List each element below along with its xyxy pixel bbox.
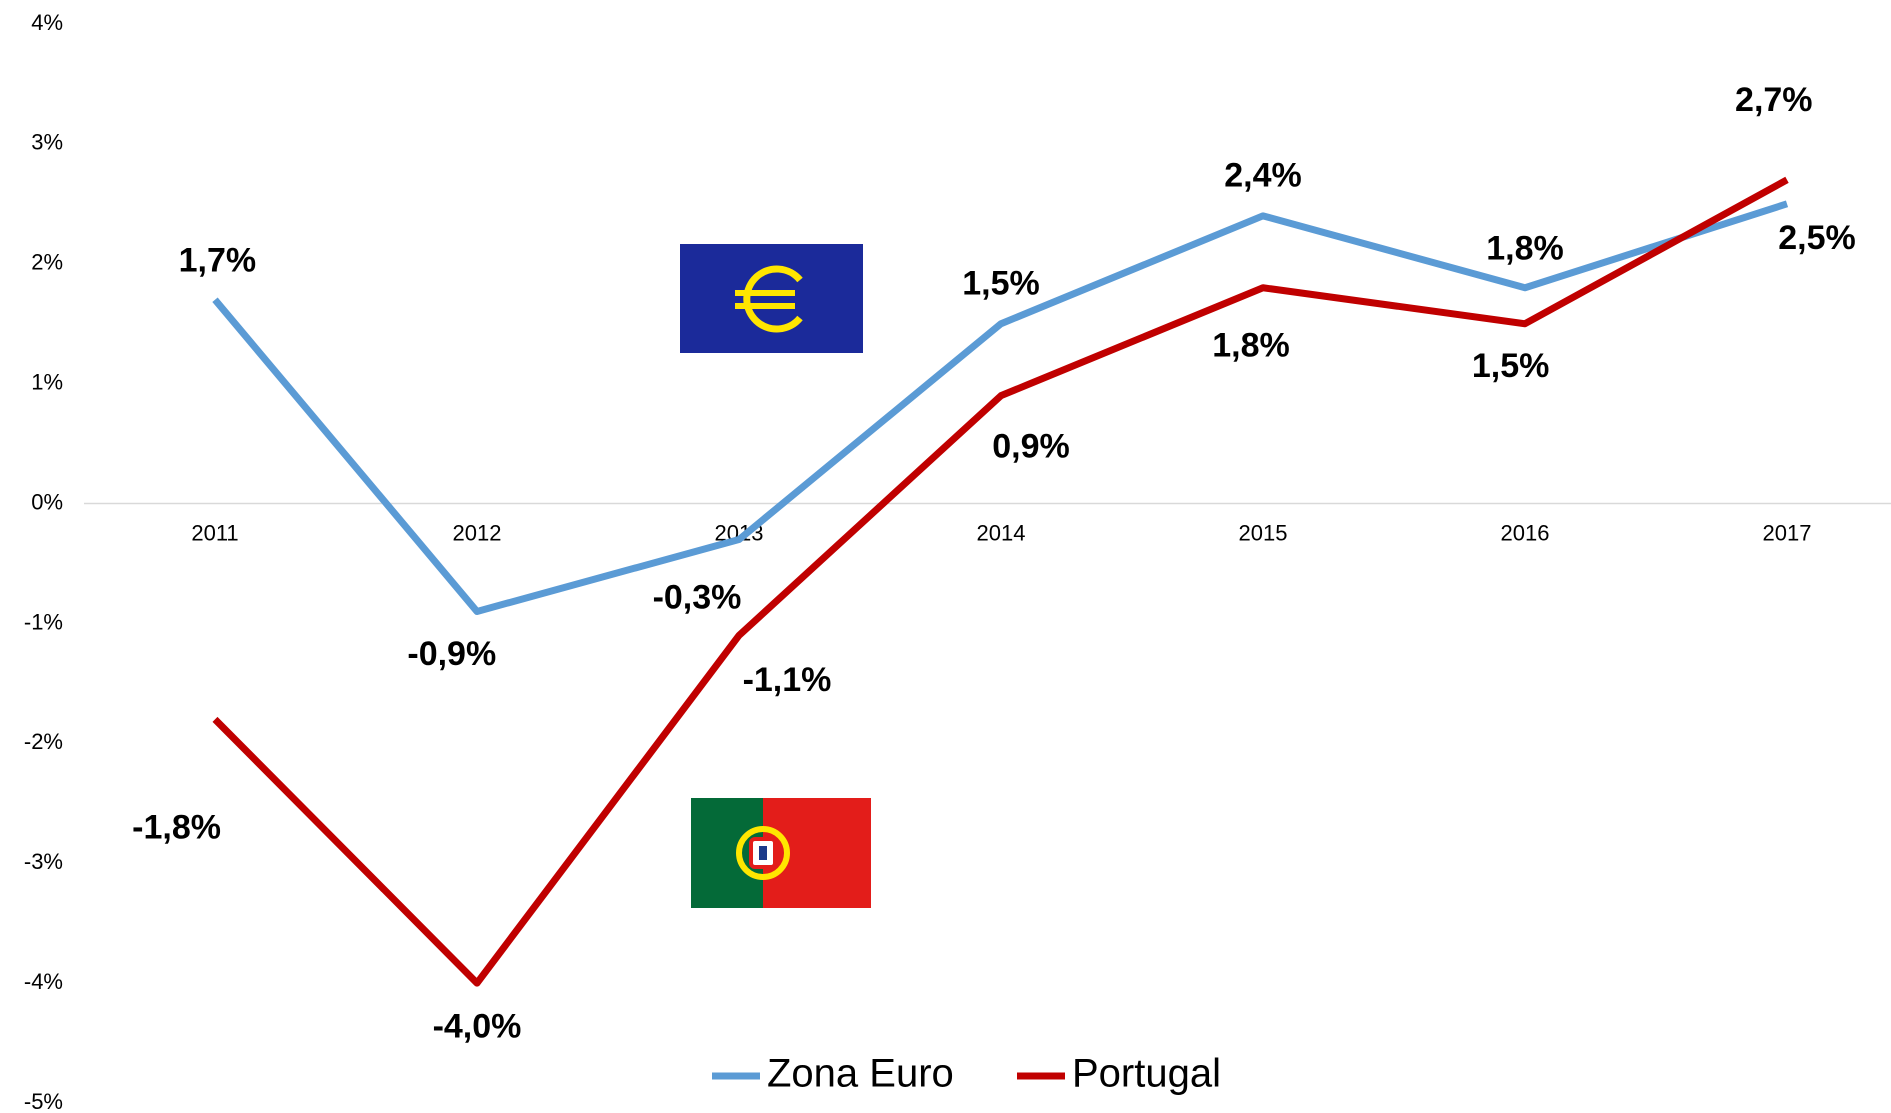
x-tick-label: 2012 [453, 520, 502, 545]
data-label: 2,4% [1224, 156, 1302, 194]
y-tick-label: -4% [24, 969, 63, 994]
legend-label: Portugal [1072, 1052, 1221, 1096]
data-label: 0,9% [992, 427, 1070, 465]
legend-label: Zona Euro [767, 1052, 954, 1096]
portugal-flag [691, 798, 871, 908]
y-tick-label: -2% [24, 729, 63, 754]
series-line [212, 200, 1789, 615]
y-tick-label: 0% [31, 489, 63, 514]
euro-flag [680, 244, 863, 353]
x-tick-label: 2014 [977, 520, 1026, 545]
data-label: -0,3% [653, 579, 742, 617]
y-tick-label: -3% [24, 849, 63, 874]
data-label: -0,9% [407, 635, 496, 673]
x-tick-label: 2015 [1239, 520, 1288, 545]
data-label: 1,5% [962, 264, 1040, 302]
data-label: -1,8% [132, 809, 221, 847]
data-label: -1,1% [743, 661, 832, 699]
data-label: 1,5% [1472, 347, 1550, 385]
x-tick-label: 2016 [1501, 520, 1550, 545]
y-tick-label: 4% [31, 10, 63, 35]
x-tick-label: 2017 [1763, 520, 1812, 545]
y-tick-label: 1% [31, 369, 63, 394]
data-label: 1,8% [1212, 327, 1290, 365]
data-label: 1,7% [179, 242, 257, 280]
y-tick-label: 3% [31, 130, 63, 155]
data-label: 2,7% [1735, 81, 1813, 119]
data-label: 2,5% [1778, 219, 1856, 257]
y-tick-label: 2% [31, 250, 63, 275]
y-tick-label: -1% [24, 609, 63, 634]
x-tick-label: 2011 [191, 520, 238, 545]
data-label: 1,8% [1486, 230, 1564, 268]
y-tick-label: -5% [24, 1089, 63, 1113]
series-line [212, 176, 1789, 987]
data-label: -4,0% [433, 1008, 522, 1046]
